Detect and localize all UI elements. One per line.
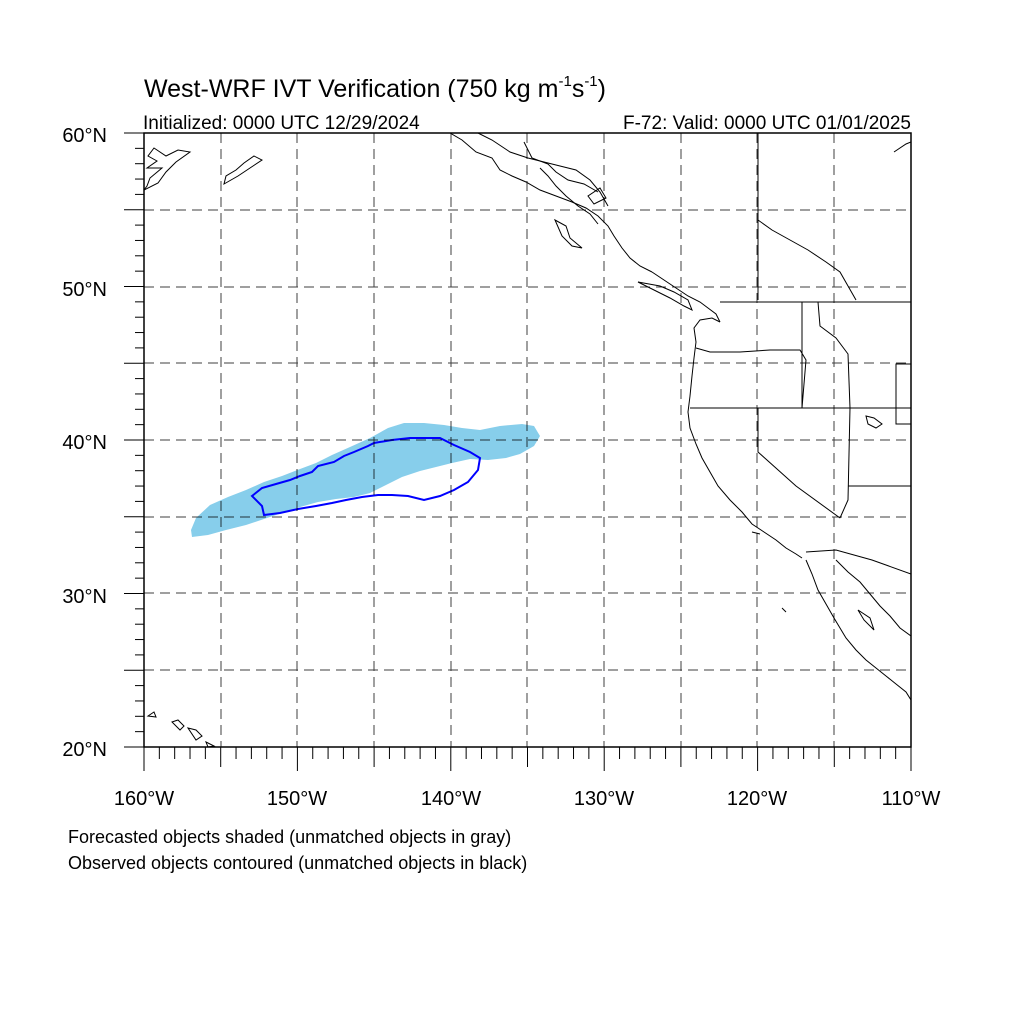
longitude-labels: 160°W 150°W 140°W 130°W 120°W 110°W xyxy=(114,788,941,810)
lon-label: 140°W xyxy=(421,788,481,810)
lon-label: 110°W xyxy=(882,788,941,810)
observed-object-contour xyxy=(250,437,482,517)
graticule xyxy=(144,133,911,747)
lat-label: 20°N xyxy=(62,739,107,761)
legend-forecast-note: Forecasted objects shaded (unmatched obj… xyxy=(68,827,511,847)
lon-label: 120°W xyxy=(727,788,787,810)
forecast-object-shaded xyxy=(191,423,540,537)
figure-title: West-WRF IVT Verification (750 kg m-1s-1… xyxy=(144,73,606,103)
legend-observed-note: Observed objects contoured (unmatched ob… xyxy=(68,853,527,873)
lat-label: 40°N xyxy=(62,432,107,454)
init-time-label: Initialized: 0000 UTC 12/29/2024 xyxy=(143,113,420,134)
coastlines xyxy=(144,133,911,747)
valid-time-label: F-72: Valid: 0000 UTC 01/01/2025 xyxy=(623,113,911,134)
axis-ticks xyxy=(124,132,912,771)
lat-label: 60°N xyxy=(62,125,107,147)
latitude-labels: 20°N 30°N 40°N 50°N 60°N xyxy=(62,125,107,761)
map-panel xyxy=(124,132,912,771)
lat-label: 50°N xyxy=(62,279,107,301)
lon-label: 150°W xyxy=(267,788,327,810)
lon-label: 130°W xyxy=(574,788,634,810)
lat-label: 30°N xyxy=(62,586,107,608)
lon-label: 160°W xyxy=(114,788,174,810)
